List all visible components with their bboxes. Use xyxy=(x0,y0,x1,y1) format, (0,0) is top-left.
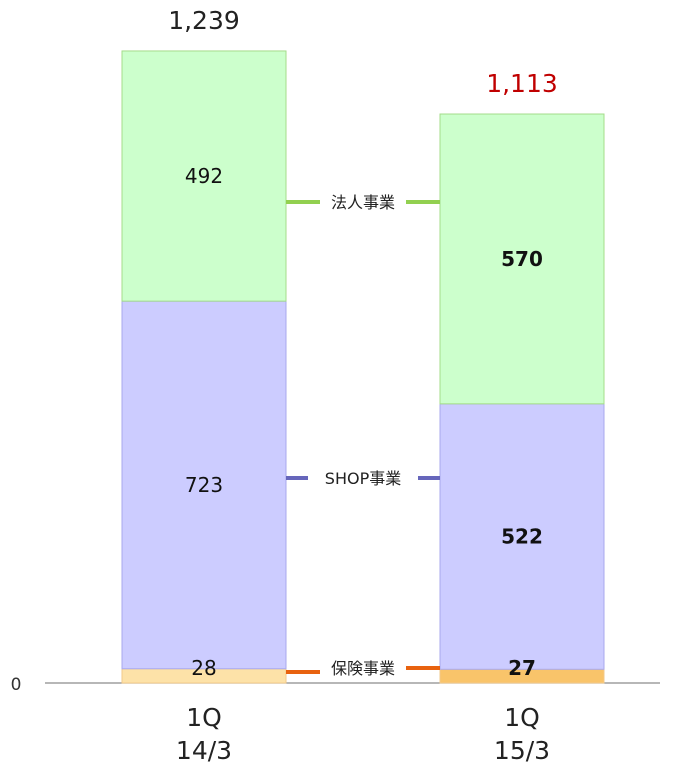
y-tick-label: 0 xyxy=(11,675,22,695)
bar-segment xyxy=(121,300,287,670)
legend-label: 保険事業 xyxy=(331,659,395,678)
labels-layer: 28 723 492 1,239 27 522 570 1,113 xyxy=(168,6,558,680)
x-tick-label: 15/3 xyxy=(494,736,550,765)
x-axis-labels: 1Q 14/3 1Q 15/3 xyxy=(176,703,550,765)
data-label: 723 xyxy=(185,473,223,497)
data-label: 570 xyxy=(501,247,543,271)
bars-layer xyxy=(121,50,605,684)
legend-label: 法人事業 xyxy=(331,193,395,212)
data-label: 27 xyxy=(508,656,536,680)
bar-segment xyxy=(439,403,605,670)
total-label: 1,239 xyxy=(168,6,240,35)
x-tick-label: 1Q xyxy=(504,703,540,732)
data-label: 522 xyxy=(501,525,543,549)
x-tick-label: 1Q xyxy=(186,703,222,732)
legend-label: SHOP事業 xyxy=(325,469,401,488)
bar-segment xyxy=(121,50,287,302)
total-label: 1,113 xyxy=(486,69,558,98)
x-tick-label: 14/3 xyxy=(176,736,232,765)
data-label: 28 xyxy=(191,656,216,680)
bar-segment xyxy=(439,113,605,405)
data-label: 492 xyxy=(185,164,223,188)
